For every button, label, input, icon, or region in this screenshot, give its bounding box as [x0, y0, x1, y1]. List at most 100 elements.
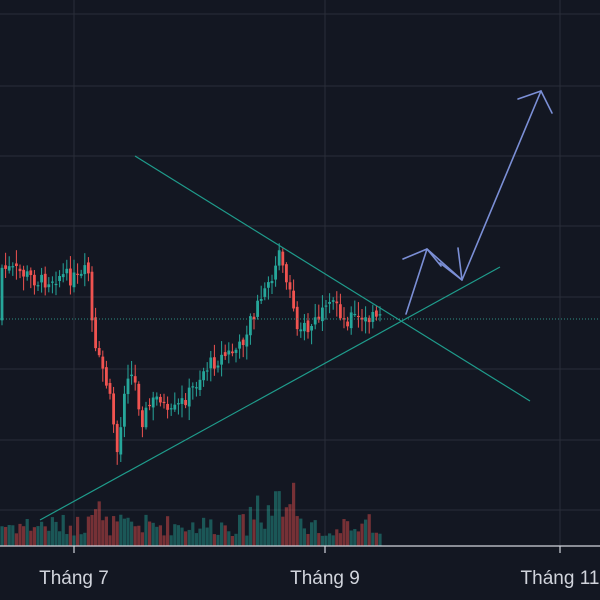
- volume-bar: [72, 535, 76, 546]
- volume-bar: [180, 527, 184, 546]
- candle-body: [313, 317, 317, 325]
- candle-body: [335, 301, 339, 304]
- candle-body: [342, 318, 346, 320]
- volume-bar: [259, 522, 263, 546]
- volume-bar: [40, 521, 44, 546]
- candle-body: [213, 357, 216, 369]
- candle-body: [364, 317, 367, 322]
- candle-body: [216, 365, 220, 368]
- candle-body: [43, 273, 47, 288]
- volume-bar: [306, 534, 310, 546]
- candle-body: [54, 283, 58, 286]
- volume-bar: [29, 530, 33, 546]
- candle-body: [267, 282, 270, 288]
- volume-bar: [274, 491, 278, 546]
- volume-bar: [173, 524, 177, 546]
- volume-bar: [234, 533, 238, 546]
- candle-body: [353, 313, 357, 316]
- volume-bar: [335, 529, 339, 546]
- volume-bar: [108, 535, 112, 546]
- candle-body: [130, 374, 133, 377]
- volume-bar: [270, 515, 274, 546]
- candle-body: [238, 341, 241, 349]
- x-tick-label: Tháng 9: [290, 568, 360, 589]
- volume-bar: [22, 526, 26, 546]
- candle-body: [231, 351, 234, 354]
- candle-body: [83, 265, 87, 275]
- volume-bar: [263, 528, 267, 546]
- candle-body: [328, 301, 331, 304]
- candle-body: [137, 383, 141, 410]
- volume-bar: [256, 495, 260, 546]
- candle-body: [101, 356, 105, 369]
- candle-body: [126, 378, 130, 395]
- candle-body: [87, 262, 90, 274]
- candle-body: [36, 285, 40, 287]
- volume-bar: [212, 534, 216, 546]
- volume-bar: [187, 529, 191, 546]
- candle-body: [310, 325, 313, 331]
- volume-bar: [65, 534, 69, 546]
- candle-body: [281, 251, 285, 266]
- ascending-trendline[interactable]: [39, 266, 501, 521]
- candle-body: [249, 316, 252, 336]
- candle-body: [378, 314, 382, 316]
- volume-bar: [0, 526, 4, 546]
- candle-body: [155, 396, 159, 400]
- volume-bar: [158, 525, 162, 546]
- candle-body: [40, 274, 43, 283]
- volume-bar: [209, 519, 213, 546]
- candle-body: [205, 370, 209, 372]
- volume-bar: [7, 525, 11, 546]
- candle-body: [166, 403, 169, 410]
- candle-body: [169, 408, 173, 410]
- candle-body: [339, 304, 342, 319]
- volume-bar: [126, 517, 130, 546]
- candle-body: [162, 401, 166, 404]
- volume-bar: [245, 535, 249, 546]
- volume-bar: [43, 526, 47, 546]
- candle-body: [292, 290, 295, 309]
- candle-body: [105, 367, 108, 386]
- volume-bar: [371, 532, 375, 546]
- volume-bar: [140, 532, 144, 546]
- volume-bar: [25, 518, 29, 546]
- volume-bar: [367, 514, 371, 546]
- candle-body: [29, 270, 33, 276]
- volume-bars: [0, 482, 382, 546]
- volume-bar: [238, 514, 242, 546]
- candle-body: [234, 349, 238, 353]
- volume-bar: [79, 534, 83, 546]
- volume-bar: [115, 521, 119, 546]
- volume-bar: [32, 527, 36, 546]
- candle-body: [15, 263, 18, 267]
- candle-body: [61, 274, 65, 278]
- candle-body: [303, 322, 306, 332]
- volume-bar: [122, 518, 126, 546]
- candle-body: [115, 423, 119, 453]
- volume-bar: [18, 523, 22, 546]
- volume-bar: [320, 535, 324, 546]
- volume-bar: [346, 521, 350, 546]
- volume-bar: [14, 533, 18, 546]
- volume-bar: [277, 491, 281, 546]
- candle-body: [47, 284, 51, 288]
- descending-trendline[interactable]: [134, 155, 531, 402]
- volume-bar: [97, 501, 101, 546]
- volume-bar: [266, 505, 270, 546]
- volume-bar: [284, 507, 288, 546]
- volume-bar: [166, 516, 170, 546]
- candle-body: [0, 267, 4, 321]
- candle-body: [18, 268, 22, 272]
- volume-bar: [94, 509, 98, 546]
- volume-bar: [230, 535, 234, 546]
- candle-body: [252, 316, 256, 320]
- candle-body: [263, 288, 267, 297]
- volume-bar: [47, 530, 51, 546]
- candle-body: [184, 399, 187, 406]
- projection-arrow[interactable]: [402, 90, 553, 315]
- volume-bar: [104, 516, 108, 546]
- candle-body: [331, 300, 335, 302]
